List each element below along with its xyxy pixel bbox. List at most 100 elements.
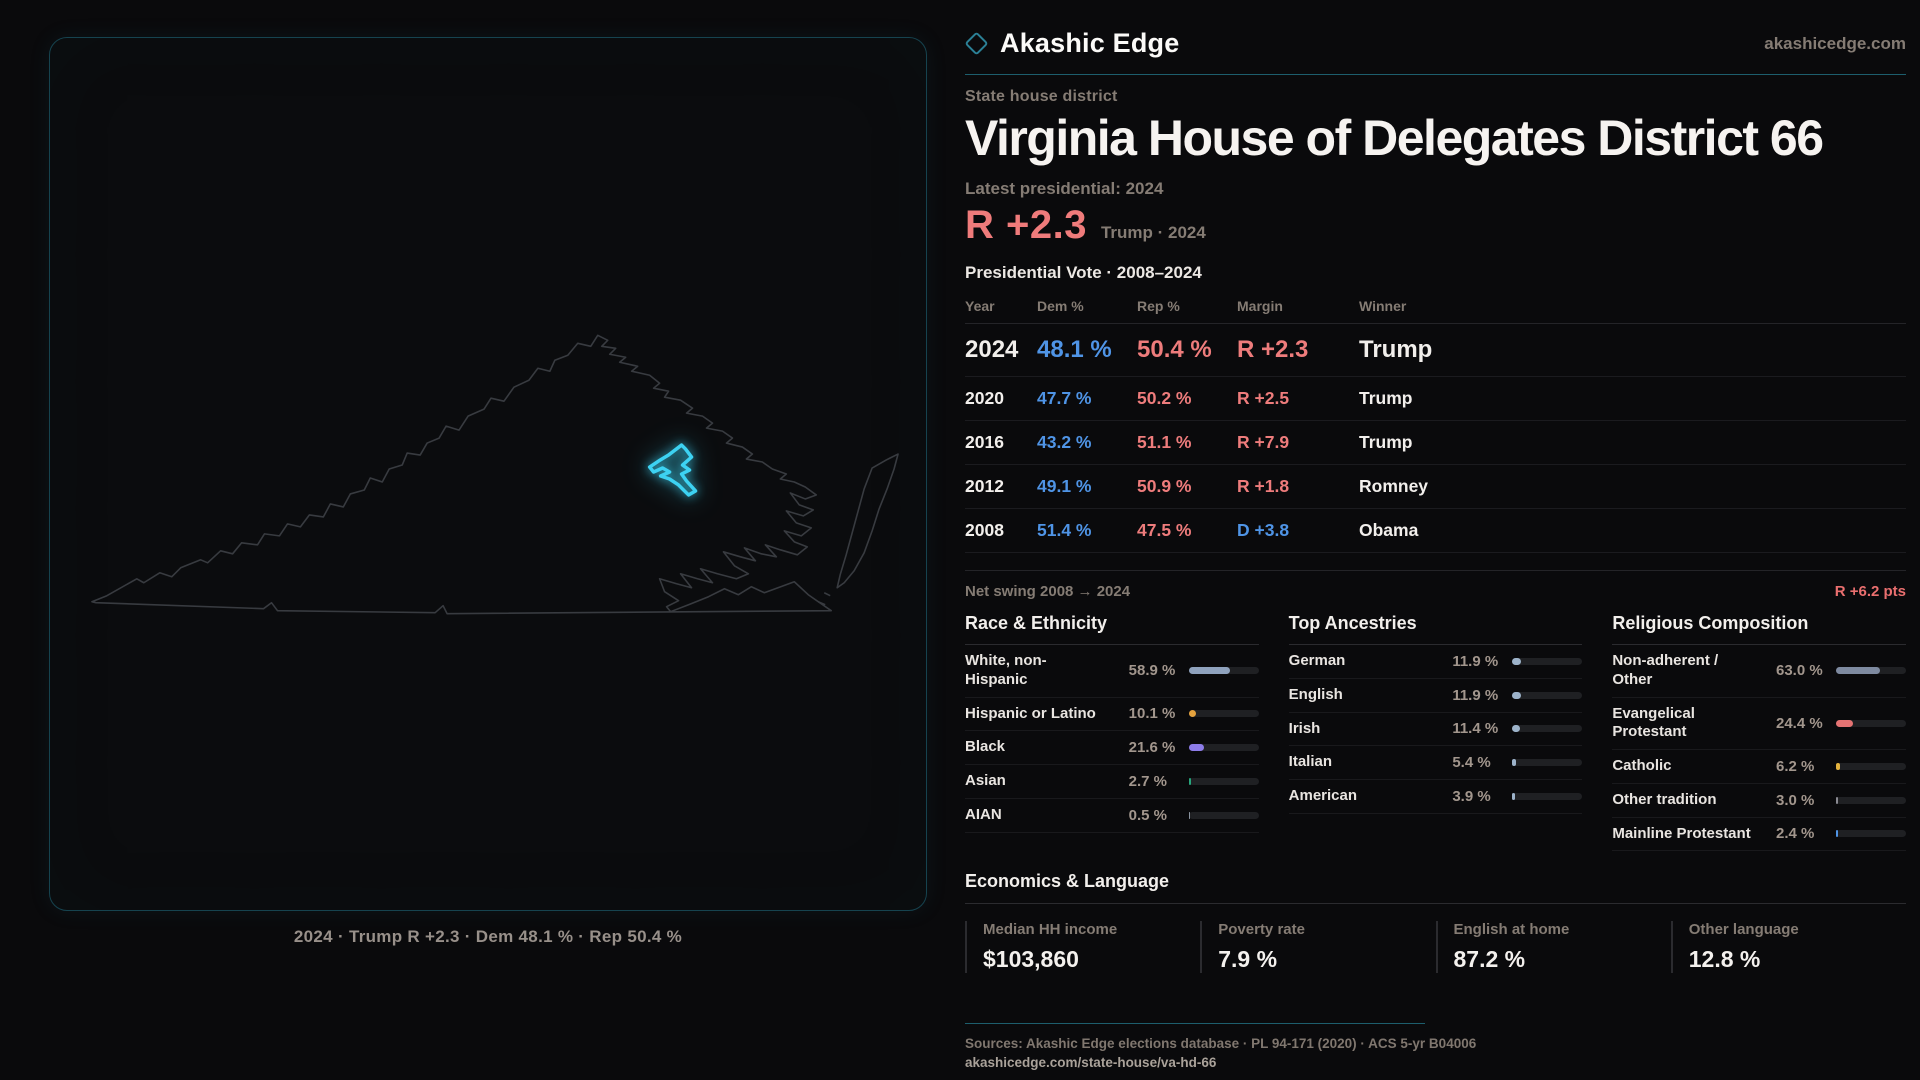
demographic-row: Other tradition 3.0 % <box>1612 784 1906 818</box>
table-title: Presidential Vote · 2008–2024 <box>965 263 1202 282</box>
demographic-row: Irish 11.4 % <box>1288 713 1583 747</box>
virginia-map <box>91 334 899 615</box>
cell-year: 2024 <box>965 336 1019 363</box>
demographic-row: English 11.9 % <box>1288 679 1583 713</box>
demographic-value: 10.1 % <box>1128 705 1176 723</box>
demographic-bar-fill <box>1835 667 1881 675</box>
stat-card: English at home 87.2 % <box>1435 921 1671 974</box>
demographic-label: AIAN <box>965 805 1002 823</box>
demographic-bar-track <box>1512 759 1583 767</box>
net-swing-value: R +6.2 pts <box>1834 583 1906 600</box>
demographic-bar-track <box>1835 719 1906 727</box>
cell-margin: D +3.8 <box>1237 520 1290 540</box>
demographic-bar-track <box>1188 777 1259 785</box>
table-row: 2012 49.1 % 50.9 % R +1.8 Romney <box>965 465 1906 509</box>
demographic-column: Top Ancestries German 11.9 % English 11.… <box>1288 613 1583 851</box>
headline-margin-detail: Trump · 2024 <box>1100 223 1206 242</box>
cell-winner: Trump <box>1359 388 1413 408</box>
demographic-value: 11.9 % <box>1452 686 1499 704</box>
col-header-winner: Winner <box>1359 298 1407 314</box>
brand-diamond-icon <box>964 31 989 56</box>
demographic-label: German <box>1288 652 1346 669</box>
brand-domain-link[interactable]: akashicedge.com <box>1764 33 1906 53</box>
map-caption: 2024 · Trump R +2.3 · Dem 48.1 % · Rep 5… <box>293 927 683 946</box>
demographic-row: Italian 5.4 % <box>1288 746 1583 780</box>
demographic-label: Evangelical Protestant <box>1612 704 1695 741</box>
demographic-row: Catholic 6.2 % <box>1612 750 1906 784</box>
cell-year: 2020 <box>965 388 1004 408</box>
stat-card: Poverty rate 7.9 % <box>1200 921 1435 974</box>
demographic-bar-track <box>1835 830 1906 838</box>
demographic-bar-track <box>1188 667 1259 675</box>
table-row: 2008 51.4 % 47.5 % D +3.8 Obama <box>965 509 1906 553</box>
demographic-column-rows: German 11.9 % English 11.9 % Irish 11.4 … <box>1288 645 1583 814</box>
demographic-value: 11.4 % <box>1452 720 1499 738</box>
demographic-column-rows: White, non- Hispanic 58.9 % Hispanic or … <box>965 645 1259 833</box>
stat-card: Other language 12.8 % <box>1670 921 1906 974</box>
footer-permalink[interactable]: akashicedge.com/state-house/va-hd-66 <box>965 1055 1217 1071</box>
presidential-vote-table: Year Dem % Rep % Margin Winner 2024 48.1… <box>965 292 1906 553</box>
demographic-label: Irish <box>1288 719 1321 737</box>
demographic-bar-track <box>1835 762 1906 770</box>
demographic-bar-track <box>1188 710 1259 718</box>
stat-label: Median HH income <box>983 921 1118 939</box>
cell-winner: Obama <box>1359 520 1419 540</box>
demographic-bar-track <box>1188 744 1259 752</box>
bay-islands <box>817 592 831 606</box>
demographic-value: 24.4 % <box>1775 714 1823 732</box>
economics-title: Economics & Language <box>965 871 1906 905</box>
cell-winner: Trump <box>1359 432 1413 452</box>
demographic-value: 2.4 % <box>1775 825 1815 843</box>
demographic-value: 63.0 % <box>1775 662 1823 680</box>
demographic-bar-track <box>1512 691 1583 699</box>
district-66-shape[interactable] <box>647 443 698 497</box>
eyebrow-label: State house district <box>965 88 1118 105</box>
stat-label: Other language <box>1688 921 1799 939</box>
district-map-panel <box>49 37 927 911</box>
header: Akashic Edge akashicedge.com <box>964 28 1906 75</box>
headline-margin-value: R +2.3 <box>965 203 1087 247</box>
demographic-label: Other tradition <box>1612 790 1717 808</box>
demographic-label: English <box>1288 685 1343 703</box>
cell-margin: R +1.8 <box>1237 476 1290 496</box>
demographic-bar-track <box>1835 796 1906 804</box>
col-header-margin: Margin <box>1237 298 1283 314</box>
demographic-value: 5.4 % <box>1452 754 1491 772</box>
demographic-value: 11.9 % <box>1452 652 1499 670</box>
cell-year: 2016 <box>965 432 1004 452</box>
demographic-value: 58.9 % <box>1128 662 1176 680</box>
footer-sources: Sources: Akashic Edge elections database… <box>965 1036 1477 1052</box>
demographic-row: Mainline Protestant 2.4 % <box>1612 818 1906 852</box>
stat-value: 87.2 % <box>1453 946 1526 973</box>
demographic-bar-track <box>1512 725 1583 733</box>
footer-divider <box>965 1023 1425 1025</box>
demographic-bar-fill <box>1512 725 1521 733</box>
demographic-column-title: Religious Composition <box>1612 613 1906 645</box>
brand-name: Akashic Edge <box>1000 28 1180 58</box>
demographic-label: Non-adherent / Other <box>1612 652 1719 688</box>
demographic-bar-fill <box>1512 657 1521 665</box>
demographic-bar-fill <box>1512 792 1516 800</box>
stat-value: 7.9 % <box>1218 946 1278 973</box>
demographic-bar-fill <box>1835 719 1854 727</box>
demographic-bar-fill <box>1188 667 1230 675</box>
latest-presidential-label: Latest presidential: 2024 <box>965 179 1164 198</box>
demographic-value: 3.9 % <box>1452 787 1491 805</box>
net-swing-row: Net swing 2008 → 2024 R +6.2 pts <box>965 570 1906 600</box>
col-header-year: Year <box>965 298 995 314</box>
demographic-bar-track <box>1512 792 1583 800</box>
demographic-bar-fill <box>1512 691 1521 699</box>
col-header-rep: Rep % <box>1137 298 1180 314</box>
demographic-bar-track <box>1835 667 1906 675</box>
footer: Sources: Akashic Edge elections database… <box>965 1023 1906 1070</box>
demographic-row: Hispanic or Latino 10.1 % <box>965 698 1259 732</box>
headline-margin: R +2.3 Trump · 2024 <box>965 203 1906 248</box>
demographic-row: American 3.9 % <box>1288 780 1583 814</box>
demographic-row: German 11.9 % <box>1288 645 1583 679</box>
cell-dem-pct: 48.1 % <box>1037 336 1112 363</box>
demographic-label: Black <box>965 738 1006 756</box>
detail-panel: Akashic Edge akashicedge.com State house… <box>964 28 1906 1070</box>
demographic-value: 2.7 % <box>1128 772 1168 790</box>
economics-stats: Median HH income $103,860 Poverty rate 7… <box>965 921 1906 974</box>
demographic-column-title: Top Ancestries <box>1288 613 1583 645</box>
